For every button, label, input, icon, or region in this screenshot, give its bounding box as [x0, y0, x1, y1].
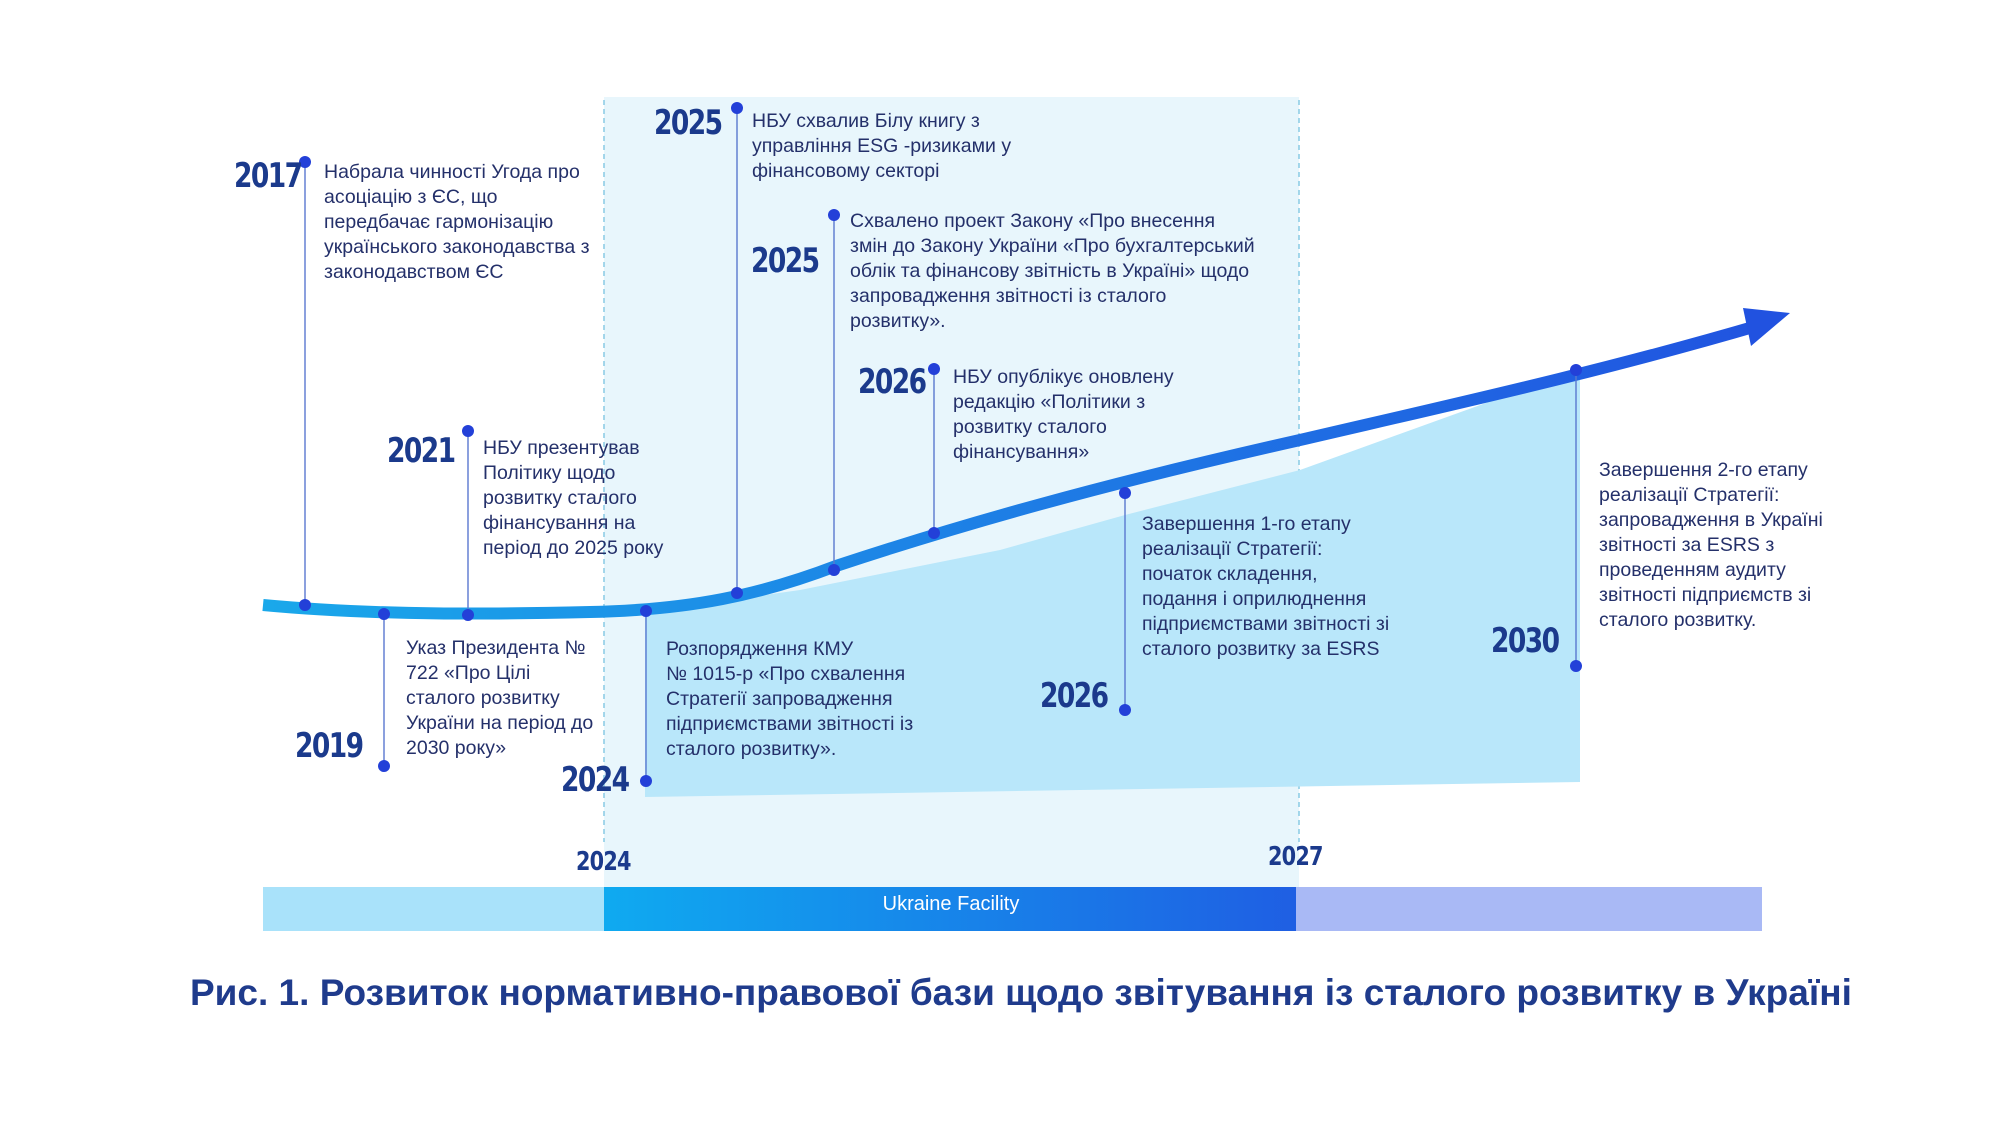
period-bar-ukraine-facility	[604, 887, 1296, 931]
event-year-2025-law-draft: 2025	[751, 241, 820, 281]
event-marker-2025-white-book-top	[731, 102, 743, 114]
event-year-2017: 2017	[234, 156, 303, 196]
trend-curve	[262, 319, 1762, 620]
event-marker-2021-top	[462, 425, 474, 437]
event-marker-2026-stage1-bottom	[1119, 704, 1131, 716]
event-text-2026-stage1: Завершення 1-го етапу реалізації Стратег…	[1142, 513, 1390, 660]
event-year-2025-white-book: 2025	[654, 103, 723, 143]
event-marker-2019-top	[378, 608, 390, 620]
event-marker-2025-white-book-bottom	[731, 587, 743, 599]
event-year-2026-stage1: 2026	[1040, 676, 1109, 716]
event-marker-2024-top	[640, 605, 652, 617]
event-marker-2026-policy-bottom	[928, 527, 940, 539]
event-year-2021: 2021	[387, 431, 456, 471]
period-start-year: 2024	[576, 847, 632, 877]
growth-area	[645, 369, 1580, 797]
event-year-2026-policy: 2026	[858, 362, 927, 402]
event-marker-2030-bottom	[1570, 660, 1582, 672]
event-marker-2024-bottom	[640, 775, 652, 787]
period-end-year: 2027	[1268, 842, 1324, 872]
event-marker-2019-bottom	[378, 760, 390, 772]
event-text-2017: Набрала чинності Угода про асоціацію з Є…	[324, 161, 590, 283]
trend-arrowhead	[1743, 308, 1790, 346]
event-text-2025-white-book: НБУ схвалив Білу книгу з управління ESG …	[752, 110, 1012, 182]
event-marker-2021-bottom	[462, 609, 474, 621]
event-text-2030: Завершення 2-го етапу реалізації Стратег…	[1599, 459, 1823, 631]
period-bar-after	[1296, 887, 1762, 931]
event-marker-2017-bottom	[299, 599, 311, 611]
event-year-2019: 2019	[295, 726, 364, 766]
event-year-2030: 2030	[1491, 621, 1560, 661]
period-bar-before	[263, 887, 604, 931]
event-marker-2026-stage1-top	[1119, 487, 1131, 499]
event-text-2021: НБУ презентував Політику щодо розвитку с…	[483, 437, 664, 559]
ukraine-facility-label: Ukraine Facility	[882, 893, 1020, 915]
event-text-2025-law-draft: Схвалено проект Закону «Про внесення змі…	[850, 210, 1255, 332]
event-marker-2030-top	[1570, 364, 1582, 376]
event-marker-2017-top	[299, 156, 311, 168]
event-text-2024: Розпорядження КМУ № 1015-р «Про схваленн…	[666, 638, 914, 760]
event-year-2024: 2024	[561, 760, 630, 800]
event-text-2026-policy: НБУ опублікує оновлену редакцію «Політик…	[953, 366, 1174, 463]
figure-caption: Рис. 1. Розвиток нормативно-правової баз…	[190, 972, 1852, 1013]
event-text-2019: Указ Президента № 722 «Про Цілі сталого …	[406, 637, 594, 759]
event-marker-2025-law-draft-top	[828, 209, 840, 221]
event-marker-2026-policy-top	[928, 363, 940, 375]
event-marker-2025-law-draft-bottom	[828, 564, 840, 576]
